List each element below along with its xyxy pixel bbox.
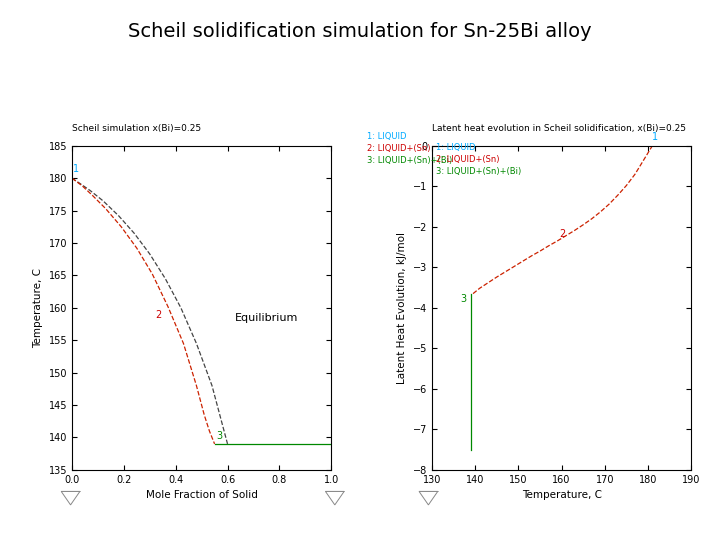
Text: Scheil simulation x(Bi)=0.25: Scheil simulation x(Bi)=0.25 xyxy=(72,124,201,133)
Text: Equilibrium: Equilibrium xyxy=(235,313,299,323)
Text: Latent heat evolution in Scheil solidification, x(Bi)=0.25: Latent heat evolution in Scheil solidifi… xyxy=(432,124,686,133)
Text: 2: LIQUID+(Sn): 2: LIQUID+(Sn) xyxy=(367,144,431,153)
Text: 1: LIQUID: 1: LIQUID xyxy=(436,143,475,152)
Text: 1: 1 xyxy=(73,164,79,174)
Text: Scheil solidification simulation for Sn-25Bi alloy: Scheil solidification simulation for Sn-… xyxy=(128,22,592,40)
Y-axis label: Temperature, C: Temperature, C xyxy=(33,268,43,348)
X-axis label: Temperature, C: Temperature, C xyxy=(521,490,602,500)
Text: 2: LIQUID+(Sn): 2: LIQUID+(Sn) xyxy=(436,155,499,164)
Text: 2: 2 xyxy=(155,309,161,320)
Y-axis label: Latent Heat Evolution, kJ/mol: Latent Heat Evolution, kJ/mol xyxy=(397,232,408,384)
Text: 3: LIQUID+(Sn)+(Bi): 3: LIQUID+(Sn)+(Bi) xyxy=(436,167,521,176)
Text: 2: 2 xyxy=(559,229,566,239)
Text: 3: LIQUID+(Sn)+(Bi): 3: LIQUID+(Sn)+(Bi) xyxy=(367,156,452,165)
Text: 3: 3 xyxy=(216,431,222,441)
Text: 1: LIQUID: 1: LIQUID xyxy=(367,132,407,141)
Text: 3: 3 xyxy=(460,294,467,303)
X-axis label: Mole Fraction of Solid: Mole Fraction of Solid xyxy=(145,490,258,500)
Text: 1: 1 xyxy=(652,132,659,141)
